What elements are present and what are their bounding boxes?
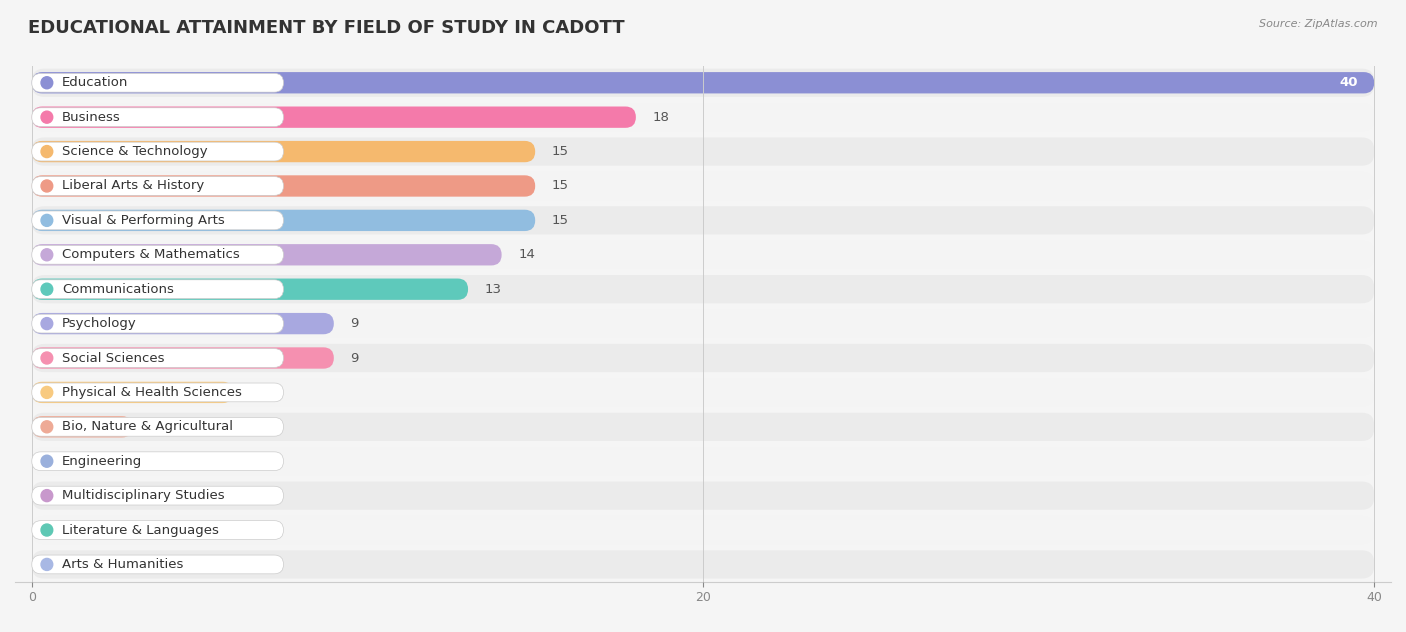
- FancyBboxPatch shape: [32, 107, 636, 128]
- Circle shape: [41, 283, 53, 295]
- FancyBboxPatch shape: [32, 241, 1374, 269]
- FancyBboxPatch shape: [32, 555, 284, 574]
- Text: 0: 0: [49, 523, 56, 537]
- FancyBboxPatch shape: [32, 138, 1374, 166]
- Circle shape: [41, 318, 53, 330]
- FancyBboxPatch shape: [32, 280, 284, 298]
- FancyBboxPatch shape: [32, 176, 284, 195]
- FancyBboxPatch shape: [32, 141, 536, 162]
- FancyBboxPatch shape: [32, 279, 468, 300]
- FancyBboxPatch shape: [32, 245, 284, 264]
- Text: Psychology: Psychology: [62, 317, 136, 330]
- FancyBboxPatch shape: [32, 349, 284, 367]
- FancyBboxPatch shape: [32, 313, 333, 334]
- FancyBboxPatch shape: [32, 482, 1374, 510]
- FancyBboxPatch shape: [32, 310, 1374, 337]
- Text: 6: 6: [250, 386, 259, 399]
- Circle shape: [41, 180, 53, 192]
- FancyBboxPatch shape: [32, 452, 284, 471]
- FancyBboxPatch shape: [32, 275, 1374, 303]
- Text: Source: ZipAtlas.com: Source: ZipAtlas.com: [1260, 19, 1378, 29]
- Text: 9: 9: [350, 351, 359, 365]
- Text: Social Sciences: Social Sciences: [62, 351, 165, 365]
- Circle shape: [41, 214, 53, 226]
- Text: 13: 13: [485, 283, 502, 296]
- Text: Communications: Communications: [62, 283, 174, 296]
- Text: 18: 18: [652, 111, 669, 124]
- FancyBboxPatch shape: [32, 108, 284, 126]
- Text: 0: 0: [49, 558, 56, 571]
- Text: Bio, Nature & Agricultural: Bio, Nature & Agricultural: [62, 420, 233, 434]
- FancyBboxPatch shape: [32, 486, 284, 505]
- Text: Engineering: Engineering: [62, 454, 142, 468]
- Text: Computers & Mathematics: Computers & Mathematics: [62, 248, 240, 261]
- FancyBboxPatch shape: [32, 244, 502, 265]
- Text: EDUCATIONAL ATTAINMENT BY FIELD OF STUDY IN CADOTT: EDUCATIONAL ATTAINMENT BY FIELD OF STUDY…: [28, 19, 624, 37]
- FancyBboxPatch shape: [32, 447, 1374, 475]
- FancyBboxPatch shape: [32, 413, 1374, 441]
- Text: Visual & Performing Arts: Visual & Performing Arts: [62, 214, 225, 227]
- Text: Arts & Humanities: Arts & Humanities: [62, 558, 183, 571]
- FancyBboxPatch shape: [32, 142, 284, 161]
- Text: Business: Business: [62, 111, 121, 124]
- Text: 0: 0: [49, 454, 56, 468]
- FancyBboxPatch shape: [32, 206, 1374, 234]
- Text: 15: 15: [553, 179, 569, 193]
- Text: Education: Education: [62, 76, 128, 89]
- FancyBboxPatch shape: [32, 379, 1374, 406]
- Text: Science & Technology: Science & Technology: [62, 145, 208, 158]
- Circle shape: [41, 76, 53, 88]
- FancyBboxPatch shape: [32, 516, 1374, 544]
- FancyBboxPatch shape: [32, 73, 284, 92]
- FancyBboxPatch shape: [32, 550, 1374, 578]
- FancyBboxPatch shape: [32, 314, 284, 333]
- Text: 15: 15: [553, 214, 569, 227]
- Text: Liberal Arts & History: Liberal Arts & History: [62, 179, 204, 193]
- Circle shape: [41, 352, 53, 364]
- FancyBboxPatch shape: [32, 72, 1374, 94]
- Text: 40: 40: [1339, 76, 1357, 89]
- Circle shape: [41, 386, 53, 398]
- FancyBboxPatch shape: [32, 344, 1374, 372]
- FancyBboxPatch shape: [32, 348, 333, 368]
- Text: 14: 14: [519, 248, 536, 261]
- Circle shape: [41, 145, 53, 157]
- Text: Literature & Languages: Literature & Languages: [62, 523, 219, 537]
- Circle shape: [41, 524, 53, 536]
- Text: Physical & Health Sciences: Physical & Health Sciences: [62, 386, 242, 399]
- Circle shape: [41, 559, 53, 571]
- FancyBboxPatch shape: [32, 69, 1374, 97]
- FancyBboxPatch shape: [32, 382, 233, 403]
- FancyBboxPatch shape: [32, 210, 536, 231]
- Text: 0: 0: [49, 489, 56, 502]
- FancyBboxPatch shape: [32, 521, 284, 540]
- Text: 15: 15: [553, 145, 569, 158]
- Circle shape: [41, 111, 53, 123]
- Circle shape: [41, 421, 53, 433]
- Circle shape: [41, 490, 53, 502]
- Text: 9: 9: [350, 317, 359, 330]
- FancyBboxPatch shape: [32, 383, 284, 402]
- Text: 3: 3: [149, 420, 157, 434]
- FancyBboxPatch shape: [32, 416, 132, 437]
- FancyBboxPatch shape: [32, 172, 1374, 200]
- Circle shape: [41, 249, 53, 261]
- Text: Multidisciplinary Studies: Multidisciplinary Studies: [62, 489, 225, 502]
- FancyBboxPatch shape: [32, 103, 1374, 131]
- FancyBboxPatch shape: [32, 175, 536, 197]
- FancyBboxPatch shape: [32, 211, 284, 230]
- Circle shape: [41, 455, 53, 467]
- FancyBboxPatch shape: [32, 417, 284, 436]
